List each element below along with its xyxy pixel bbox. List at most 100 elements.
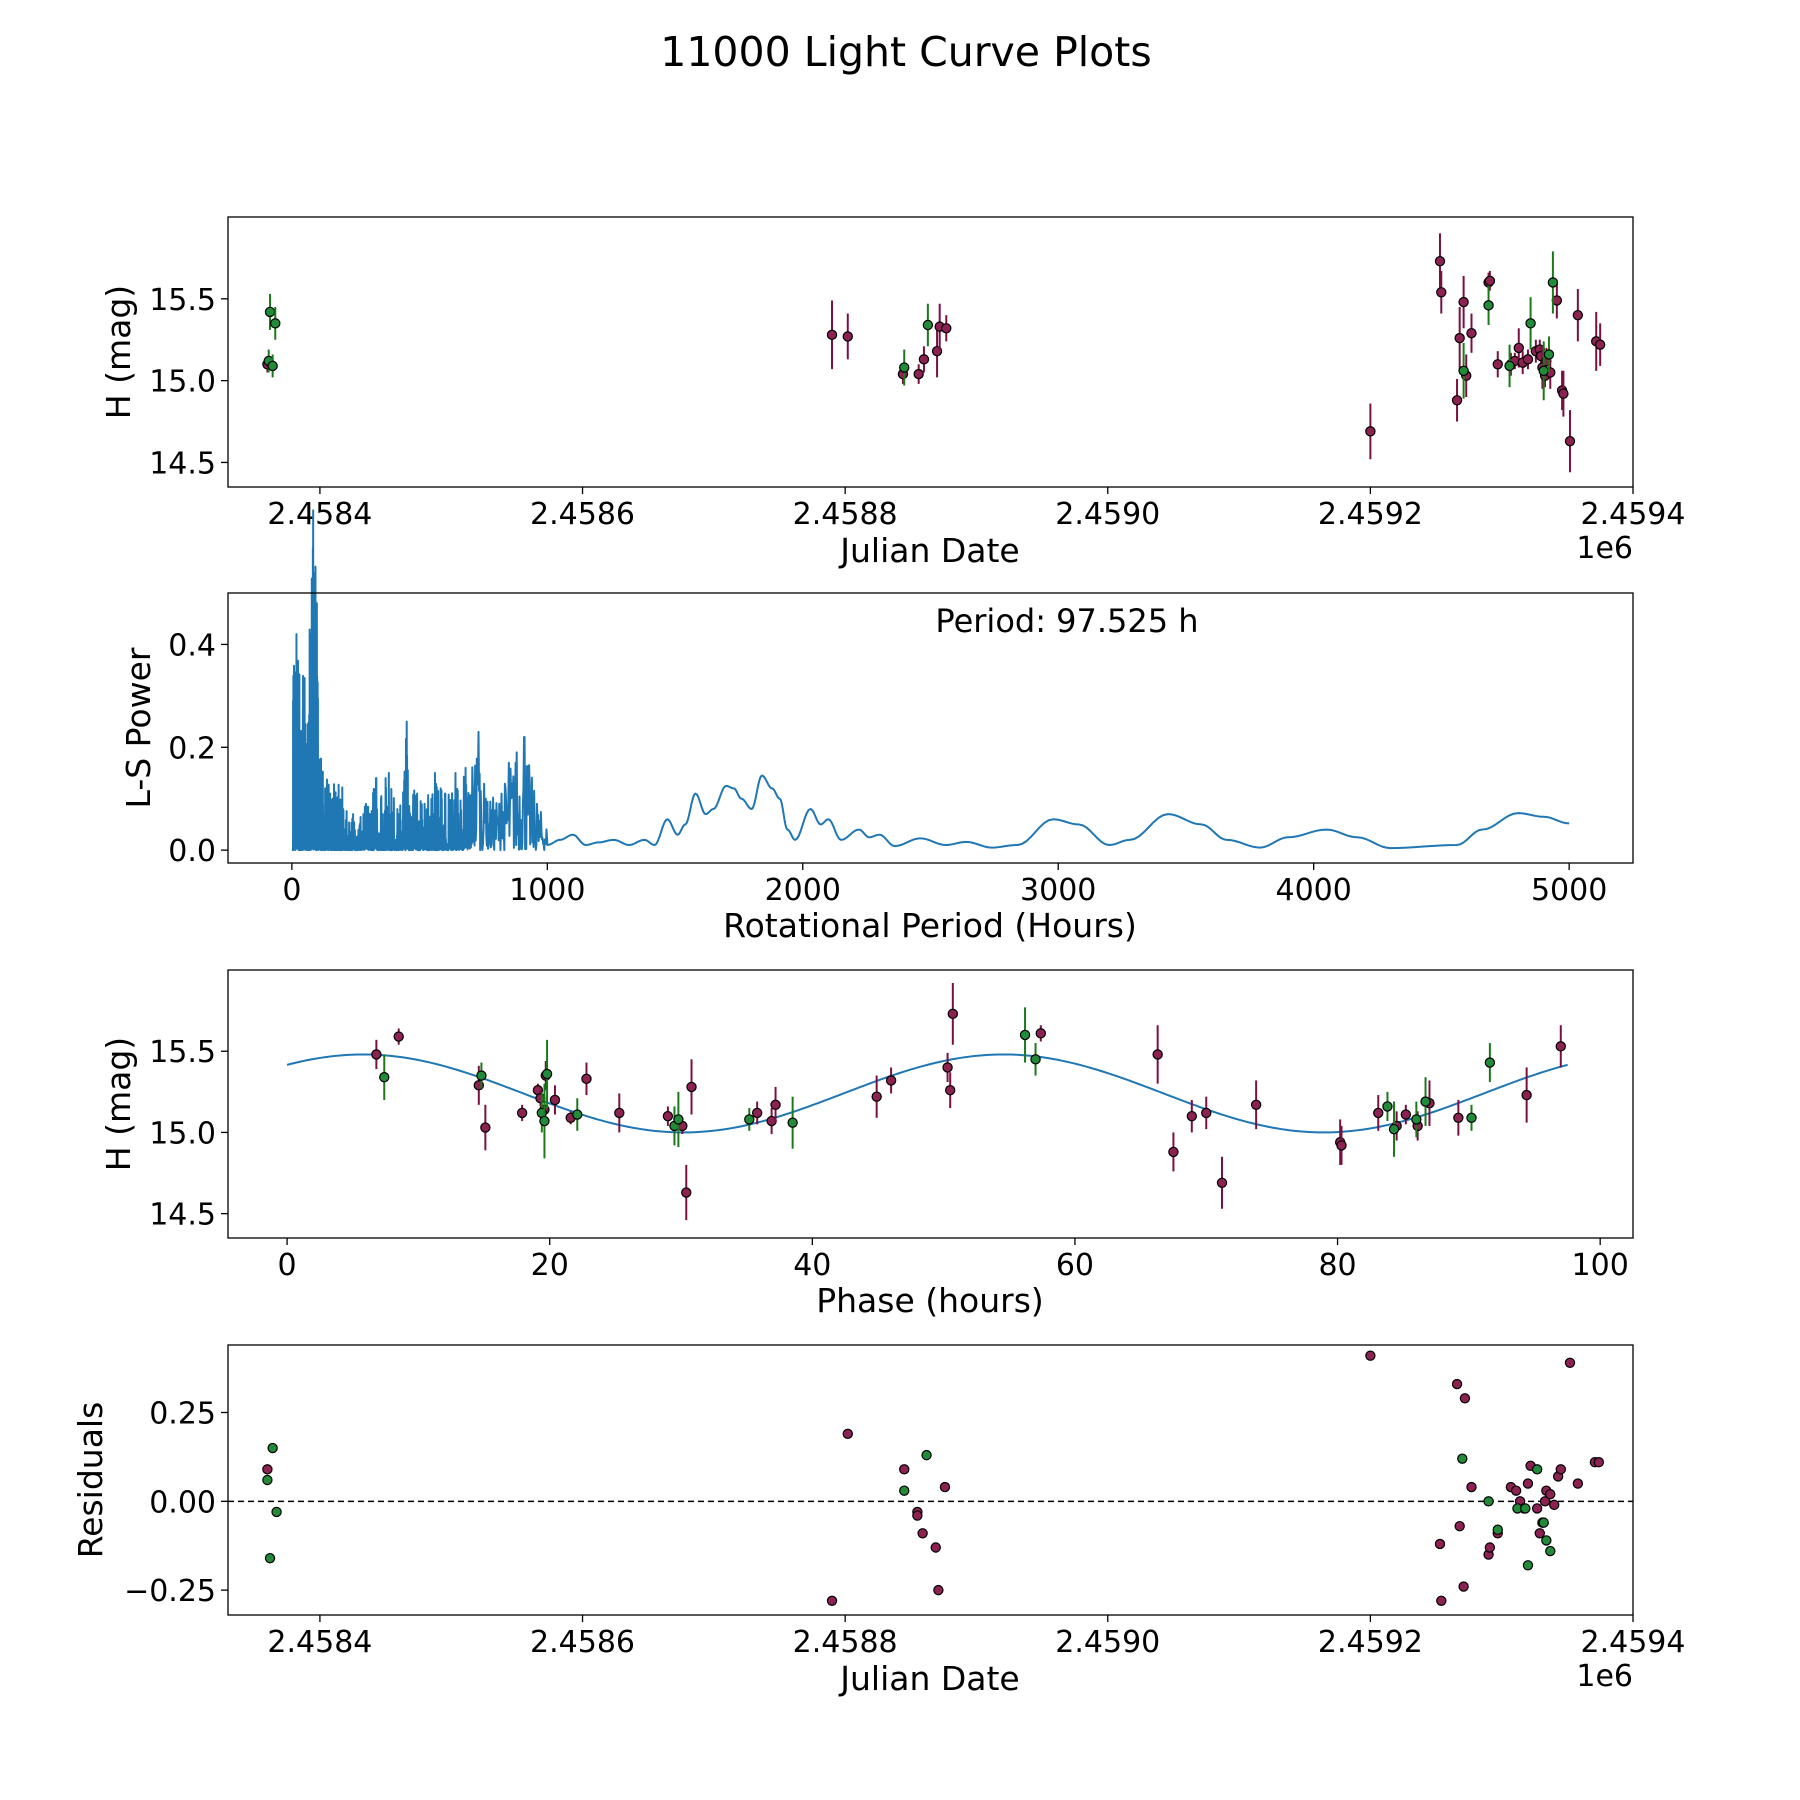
lightcurve-point-red <box>1564 435 1576 447</box>
residuals-point-green <box>1541 1535 1552 1546</box>
residuals-point-red <box>1459 1393 1471 1404</box>
periodogram-ytick-label: 0.2 <box>168 731 216 766</box>
periodogram-xtick-label: 2000 <box>765 873 841 908</box>
phased-point-green <box>1019 1029 1031 1041</box>
lightcurve-point-red <box>913 368 924 380</box>
residuals-point-green <box>921 1449 932 1461</box>
phased-point-green <box>379 1071 390 1083</box>
phased-point-green <box>673 1114 684 1125</box>
residuals-point-green <box>267 1442 278 1454</box>
phased-xlabel: Phase (hours) <box>816 1281 1044 1320</box>
phased-ticks: 0 20 40 60 80 100 14.5 15.0 15.5 <box>149 1035 1629 1283</box>
lightcurve-ytick-label: 15.0 <box>149 365 216 400</box>
residuals-offset-label: 1e6 <box>1576 1659 1633 1694</box>
residuals-point-green <box>264 1552 276 1564</box>
residuals-point-red <box>1531 1503 1543 1514</box>
lightcurve-panel: 2.4584 2.4586 2.4588 2.4590 2.4592 2.4594 14.5… <box>99 216 1685 570</box>
phased-point-red <box>1186 1110 1198 1122</box>
residuals-point-green <box>1522 1560 1534 1571</box>
phased-point-red <box>1250 1099 1262 1111</box>
phased-model-curve <box>286 1053 1568 1134</box>
periodogram-axes-frame <box>227 592 1634 864</box>
lightcurve-offset-label: 1e6 <box>1576 531 1633 566</box>
residuals-xtick-label: 2.4590 <box>1055 1625 1160 1660</box>
phased-point-red <box>1216 1177 1228 1188</box>
residuals-point-red <box>1572 1478 1584 1489</box>
lightcurve-ytick-label: 15.5 <box>149 283 216 318</box>
lightcurve-point-red <box>941 323 952 334</box>
lightcurve-xtick-label: 2.4586 <box>530 497 635 532</box>
phased-point-red <box>480 1122 491 1133</box>
lightcurve-point-green <box>1504 360 1515 372</box>
phased-point-red <box>1152 1049 1163 1060</box>
lightcurve-ticks: 2.4584 2.4586 2.4588 2.4590 2.4592 2.4594 14.5… <box>149 283 1685 532</box>
residuals-point-red <box>939 1481 951 1493</box>
residuals-point-green <box>262 1474 273 1486</box>
phased-ytick-label: 15.0 <box>149 1116 216 1151</box>
phased-point-red <box>885 1075 897 1086</box>
lightcurve-ytick-label: 14.5 <box>149 446 216 481</box>
lightcurve-point-red <box>918 354 930 365</box>
residuals-point-red <box>1549 1499 1560 1511</box>
periodogram-marks <box>290 509 1570 852</box>
phased-point-green <box>787 1117 798 1128</box>
lightcurve-point-red <box>1492 359 1503 370</box>
residuals-point-red <box>1484 1542 1496 1553</box>
figure-title: 11000 Light Curve Plots <box>660 28 1151 76</box>
lightcurve-point-red <box>1458 296 1469 308</box>
residuals-point-green <box>1545 1545 1556 1557</box>
periodogram-xlabel: Rotational Period (Hours) <box>723 906 1137 945</box>
lightcurve-point-red <box>1558 388 1569 399</box>
phased-point-red <box>1201 1107 1212 1119</box>
residuals-point-green <box>1492 1524 1503 1535</box>
residuals-point-red <box>1454 1520 1465 1532</box>
phased-point-red <box>751 1107 763 1119</box>
periodogram-xtick-label: 3000 <box>1020 873 1096 908</box>
periodogram-xtick-label: 4000 <box>1276 873 1352 908</box>
lightcurve-point-red <box>842 331 853 342</box>
lightcurve-xtick-label: 2.4590 <box>1055 497 1160 532</box>
residuals-point-green <box>1483 1496 1494 1507</box>
residuals-point-red <box>899 1464 910 1475</box>
phased-point-red <box>942 1062 953 1073</box>
lightcurve-point-red <box>1434 255 1446 267</box>
periodogram-xtick-label: 1000 <box>509 873 585 908</box>
phased-point-green <box>1420 1096 1431 1107</box>
lightcurve-point-green <box>899 362 910 373</box>
residuals-point-green <box>1520 1503 1531 1514</box>
phased-point-green <box>744 1114 755 1125</box>
phased-point-red <box>1336 1140 1347 1151</box>
residuals-marks <box>228 1350 1633 1606</box>
phased-point-green <box>476 1070 487 1081</box>
residuals-point-red <box>1434 1538 1446 1550</box>
lightcurve-point-green <box>922 319 934 331</box>
residuals-point-red <box>930 1542 941 1553</box>
lightcurve-xtick-label: 2.4594 <box>1581 497 1686 532</box>
residuals-point-green <box>899 1485 910 1496</box>
phased-point-red <box>662 1110 674 1122</box>
residuals-point-red <box>1510 1485 1522 1496</box>
phased-point-red <box>516 1107 528 1119</box>
phased-point-red <box>871 1091 882 1102</box>
phased-point-green <box>1411 1114 1422 1125</box>
phased-ylabel: H (mag) <box>99 1037 138 1171</box>
lightcurve-point-green <box>264 306 276 318</box>
phased-panel: 0 20 40 60 80 100 14.5 15.0 15.5 Phase (hours) H… <box>99 969 1634 1320</box>
residuals-ytick-label: −0.25 <box>124 1574 216 1609</box>
residuals-point-red <box>1534 1528 1545 1539</box>
phased-point-green <box>1030 1054 1041 1065</box>
lightcurve-xlabel: Julian Date <box>838 531 1020 570</box>
phased-point-green <box>572 1109 583 1120</box>
lightcurve-point-green <box>267 360 278 372</box>
lightcurve-xtick-label: 2.4592 <box>1318 497 1423 532</box>
lightcurve-point-green <box>1458 365 1469 377</box>
residuals-xtick-label: 2.4592 <box>1318 1625 1423 1660</box>
phased-point-red <box>371 1049 382 1060</box>
lightcurve-point-green <box>1547 277 1559 288</box>
lightcurve-point-red <box>1451 395 1463 406</box>
phased-point-green <box>1388 1123 1400 1135</box>
residuals-point-red <box>917 1528 928 1539</box>
residuals-ylabel: Residuals <box>71 1402 110 1559</box>
lightcurve-point-red <box>826 329 838 341</box>
phased-point-red <box>581 1073 592 1085</box>
